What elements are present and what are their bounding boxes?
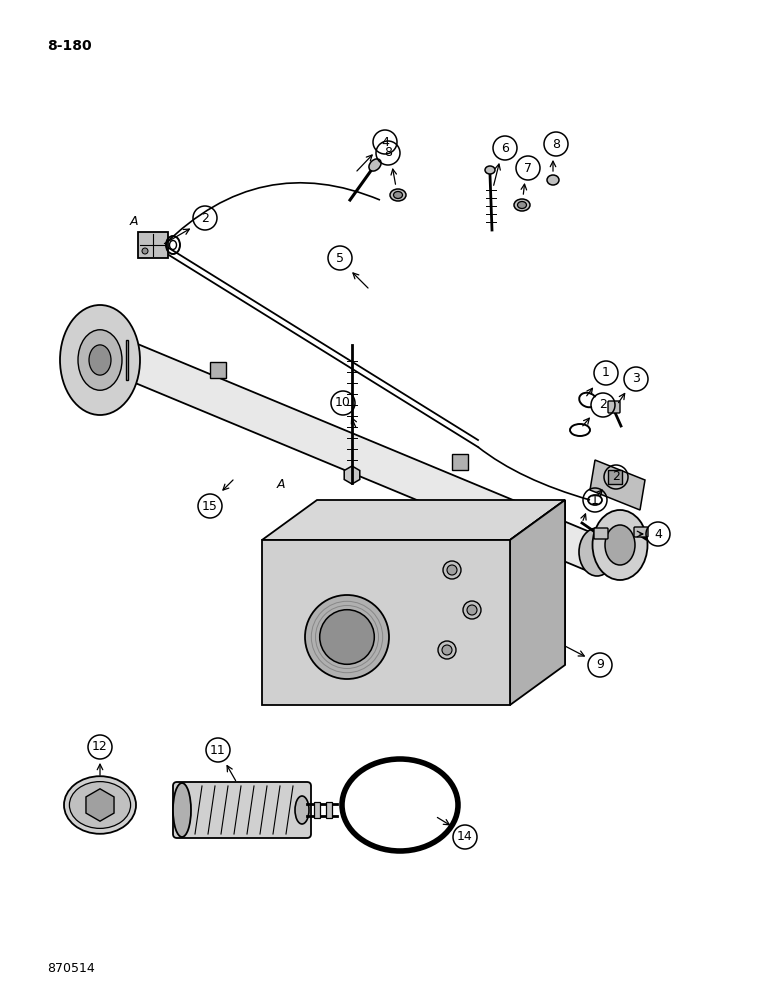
Circle shape (467, 605, 477, 615)
Text: 1: 1 (591, 493, 599, 506)
Circle shape (305, 595, 389, 679)
Text: 8-180: 8-180 (47, 39, 92, 53)
Text: A: A (277, 478, 286, 491)
Ellipse shape (394, 192, 402, 198)
Bar (326, 802, 332, 818)
Text: 15: 15 (202, 499, 218, 512)
Ellipse shape (89, 345, 111, 375)
Bar (314, 802, 320, 818)
Text: 870514: 870514 (47, 962, 95, 975)
Ellipse shape (173, 783, 191, 837)
Polygon shape (510, 500, 565, 705)
FancyBboxPatch shape (594, 528, 608, 539)
Bar (262, 540, 510, 705)
Text: 8: 8 (384, 146, 392, 159)
Text: 5: 5 (336, 251, 344, 264)
Text: 2: 2 (201, 212, 209, 225)
Text: 1: 1 (602, 366, 610, 379)
Ellipse shape (295, 796, 309, 824)
Ellipse shape (60, 305, 140, 415)
FancyBboxPatch shape (634, 527, 648, 537)
Ellipse shape (514, 199, 530, 211)
Text: 9: 9 (596, 658, 604, 672)
FancyBboxPatch shape (608, 401, 620, 413)
Bar (608, 470, 622, 484)
Ellipse shape (390, 189, 406, 201)
FancyBboxPatch shape (138, 232, 168, 258)
Circle shape (320, 610, 374, 664)
Text: 8: 8 (552, 137, 560, 150)
FancyBboxPatch shape (173, 782, 311, 838)
Text: 6: 6 (501, 141, 509, 154)
Polygon shape (262, 500, 565, 540)
Circle shape (443, 561, 461, 579)
Ellipse shape (485, 166, 495, 174)
Circle shape (463, 601, 481, 619)
Text: A: A (130, 215, 138, 228)
Text: 7: 7 (524, 161, 532, 174)
Polygon shape (510, 500, 565, 665)
Ellipse shape (69, 782, 130, 828)
Polygon shape (128, 340, 590, 572)
Text: 2: 2 (599, 398, 607, 412)
Polygon shape (590, 460, 645, 510)
Circle shape (438, 641, 456, 659)
Ellipse shape (78, 330, 122, 390)
Circle shape (142, 248, 148, 254)
Circle shape (442, 645, 452, 655)
Text: 2: 2 (612, 471, 620, 484)
Ellipse shape (64, 776, 136, 834)
Ellipse shape (592, 510, 648, 580)
Ellipse shape (605, 525, 635, 565)
Ellipse shape (579, 528, 615, 576)
Text: 10: 10 (335, 396, 351, 410)
Ellipse shape (369, 159, 381, 171)
Text: 12: 12 (92, 740, 108, 754)
Text: 11: 11 (210, 744, 226, 756)
Text: 4: 4 (381, 135, 389, 148)
Text: 4: 4 (654, 528, 662, 540)
Polygon shape (126, 340, 128, 380)
Text: 14: 14 (457, 830, 473, 844)
Bar (210, 362, 226, 378)
Text: 3: 3 (632, 372, 640, 385)
Ellipse shape (547, 175, 559, 185)
Circle shape (447, 565, 457, 575)
Ellipse shape (517, 202, 527, 209)
Bar (452, 454, 468, 470)
